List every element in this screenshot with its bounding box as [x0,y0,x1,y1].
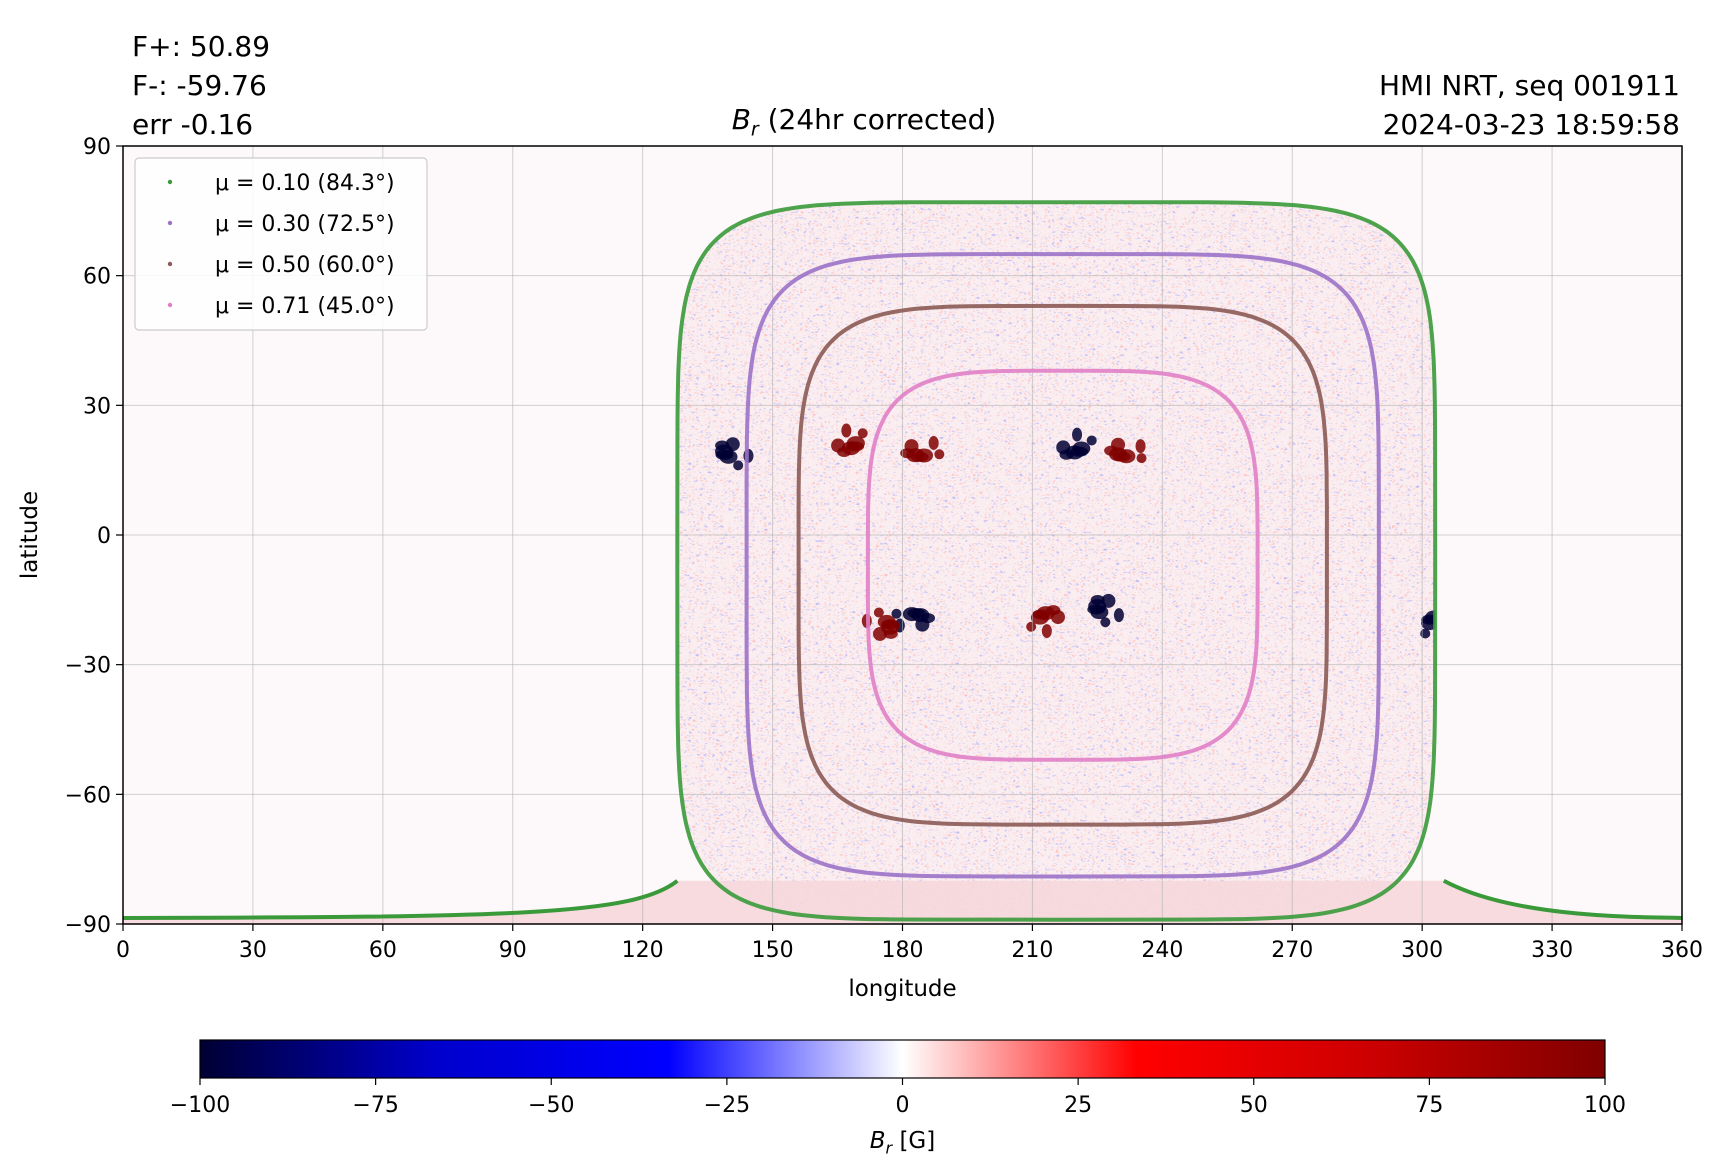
y-tick-label: −30 [65,654,111,679]
colorbar-tick-label: 25 [1064,1093,1092,1118]
active-region-blob [1113,608,1124,623]
colorbar-symbol: Br [869,1128,893,1158]
active-region-blob [733,460,744,471]
chart-title: Br (24hr corrected) [0,103,1728,141]
legend-marker [167,261,173,267]
active-region-blob [934,449,945,460]
colorbar-tick-label: −75 [352,1093,398,1118]
flux-negative-label: F-: -59.76 [132,69,267,102]
active-region-blob [1136,453,1147,464]
active-region-blob [1036,606,1055,621]
x-tick-label: 360 [1661,938,1703,963]
legend-marker [167,220,173,226]
active-region-blob [1041,624,1052,639]
x-tick-label: 120 [622,938,664,963]
active-region-blob [1135,439,1146,454]
y-tick-label: 0 [97,524,111,549]
mu-contour-line [865,368,1260,762]
colorbar-tick-label: −50 [528,1093,574,1118]
active-region-blob [1088,599,1107,614]
active-region-blob [1420,628,1431,639]
active-region-blob [831,438,846,453]
active-region-blob [841,423,852,438]
legend-label: μ = 0.30 (72.5°) [215,212,395,237]
active-region-blob [1109,447,1128,462]
legend-label: μ = 0.10 (84.3°) [215,171,395,196]
colorbar-tick-label: 0 [896,1093,910,1118]
colorbar-tick-label: 75 [1415,1093,1443,1118]
colorbar-tick-label: 100 [1584,1093,1626,1118]
colorbar-tick-label: −100 [170,1093,230,1118]
instrument-label: HMI NRT, seq 001911 [1378,69,1680,102]
active-region-blob [1065,445,1084,460]
legend-marker [167,302,173,308]
y-tick-label: 30 [83,394,111,419]
active-region-blob [1072,427,1083,442]
active-region-blob [881,620,900,635]
mu-contour-limb-extension [123,879,1682,920]
x-tick-label: 150 [752,938,794,963]
y-tick-label: 90 [83,135,111,160]
timestamp-label: 2024-03-23 18:59:58 [1382,108,1680,141]
mu-contour-line [675,200,1438,922]
error-label: err -0.16 [132,108,254,141]
x-tick-label: 270 [1271,938,1313,963]
x-tick-label: 330 [1531,938,1573,963]
y-tick-label: 60 [83,265,111,290]
x-tick-label: 180 [882,938,924,963]
x-axis-title: longitude [848,976,957,1002]
legend-label: μ = 0.50 (60.0°) [215,253,395,278]
legend-box [134,157,428,331]
colorbar [199,1039,1606,1079]
colorbar-unit: [G] [899,1128,936,1154]
x-tick-label: 0 [116,938,130,963]
title-symbol: Br [731,103,759,141]
colorbar-title: Br [G] [0,1128,1728,1158]
y-axis-title: latitude [17,490,43,580]
flux-positive-label: F+: 50.89 [132,30,271,63]
title-suffix: (24hr corrected) [767,103,997,136]
x-tick-label: 60 [369,938,397,963]
y-tick-label: −60 [65,783,111,808]
x-axis-ticks: 0 30 60 90 120 150 180 210 240 270 300 330 360 [116,924,1703,963]
active-region-blob [911,608,930,623]
active-region-blob [1026,621,1037,632]
active-region-blob [1100,617,1111,628]
legend-marker [167,179,173,185]
active-region-blob [1086,435,1097,446]
legend: μ = 0.10 (84.3°) μ = 0.30 (72.5°) μ = 0.50… [134,157,428,331]
x-tick-label: 300 [1401,938,1443,963]
colorbar-tick-label: 50 [1240,1093,1268,1118]
colorbar-tick-label: −25 [704,1093,750,1118]
active-region-blob [928,435,939,450]
x-tick-label: 210 [1011,938,1053,963]
y-axis-ticks: 90 60 30 0 −30 −60 −90 [65,135,123,938]
colorbar-ticks: −100 −75 −50 −25 0 25 50 75 100 [170,1078,1626,1118]
active-region-blob [906,448,925,463]
y-tick-label: −90 [65,913,111,938]
active-region-blob [891,608,902,619]
mu-contours [123,200,1682,922]
mu-contour-line [796,303,1329,827]
mu-contour-line [744,252,1381,879]
x-tick-label: 90 [499,938,527,963]
x-tick-label: 240 [1141,938,1183,963]
active-region-blob [715,444,734,459]
active-region-blob [873,607,884,618]
magnetic-noise-texture [677,202,1436,920]
legend-label: μ = 0.71 (45.0°) [215,294,395,319]
active-region-blob [857,428,868,439]
x-tick-label: 30 [239,938,267,963]
active-region-blob [841,441,860,456]
